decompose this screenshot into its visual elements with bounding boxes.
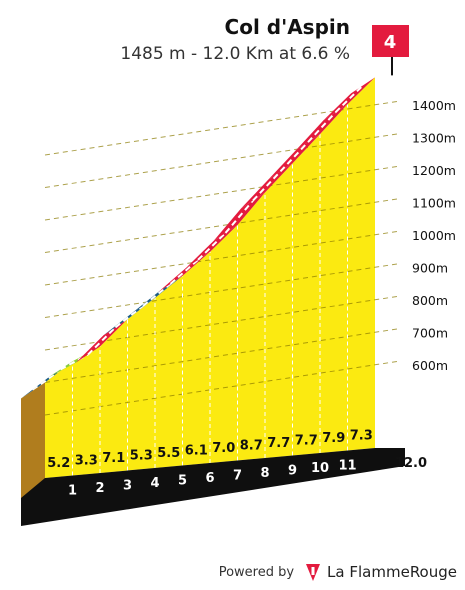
- brand-name-part-2: Rouge: [409, 563, 457, 581]
- gradient-label: 8.7: [240, 438, 263, 453]
- elevation-tick-label: 1200m: [412, 163, 456, 178]
- km-label: 4: [150, 476, 159, 491]
- km-label: 5: [178, 474, 187, 489]
- gradient-label: 6.1: [185, 443, 208, 458]
- climb-subtitle: 1485 m - 12.0 Km at 6.6 %: [120, 44, 350, 64]
- elevation-tick-label: 1000m: [412, 228, 456, 243]
- footer-branding[interactable]: Powered by La FlammeRouge: [219, 562, 457, 582]
- brand-name-part-1: La Flamme: [327, 563, 410, 581]
- gradient-label: 7.1: [102, 451, 125, 466]
- elevation-tick-label: 1300m: [412, 131, 456, 146]
- km-label: 9: [288, 464, 297, 479]
- route-centerline: [142, 283, 172, 307]
- km-label: 11: [338, 459, 356, 474]
- elevation-gridline: [44, 263, 401, 318]
- route-centerline: [224, 199, 254, 234]
- km-label: 10: [311, 461, 329, 476]
- elevation-gridline: [44, 133, 401, 188]
- route-centerline: [32, 368, 62, 392]
- route-centerline: [87, 326, 117, 356]
- route-centerline: [169, 259, 199, 285]
- km-label: 3: [123, 479, 132, 494]
- elevation-gridline: [44, 230, 401, 286]
- gradient-label: 5.3: [130, 448, 153, 463]
- elevation-gridline: [44, 328, 401, 383]
- route-centerline: [60, 353, 89, 371]
- gradient-label: 7.9: [322, 431, 345, 446]
- gradient-label: 7.7: [295, 433, 318, 448]
- elevation-gridline: [44, 295, 401, 351]
- gradient-segment-top: [323, 77, 375, 121]
- profile-front-face: [21, 382, 45, 506]
- climb-title: Col d'Aspin: [224, 15, 350, 39]
- elevation-tick-label: 1100m: [412, 196, 456, 211]
- elevation-tick-label: 600m: [412, 358, 448, 373]
- gradient-segment-top: [186, 224, 238, 268]
- powered-by-text: Powered by: [218, 564, 295, 580]
- gradient-label: 5.5: [157, 446, 180, 461]
- elevation-tick-label: 1400m: [412, 98, 456, 113]
- route-centerline: [307, 111, 337, 143]
- km-band: [21, 448, 405, 526]
- km-label: 12.0: [395, 456, 427, 471]
- elevation-gridline: [44, 198, 401, 253]
- elevation-tick-label: 700m: [412, 326, 448, 341]
- route-centerline: [114, 305, 144, 329]
- route-centerline: [252, 170, 282, 202]
- brand-name: La FlammeRouge: [327, 563, 457, 581]
- gradient-label: 7.3: [350, 428, 373, 443]
- gradient-label: 7.0: [212, 441, 235, 456]
- gradient-label: 7.7: [267, 436, 290, 451]
- km-label: 8: [260, 466, 269, 481]
- elevation-gridline: [44, 165, 401, 221]
- km-label: 2: [95, 481, 104, 496]
- route-centerline: [197, 232, 227, 261]
- km-label: 1: [68, 484, 77, 499]
- gradient-label: 5.2: [47, 456, 70, 471]
- km-label: 6: [205, 471, 214, 486]
- gradient-segment-top: [76, 319, 128, 363]
- category-flag: [372, 25, 409, 57]
- elevation-tick-label: 800m: [412, 293, 448, 308]
- elevation-tick-label: 900m: [412, 261, 448, 276]
- route-centerline: [279, 141, 309, 173]
- gradient-label: 3.3: [75, 453, 98, 468]
- elevation-gridline: [44, 360, 401, 416]
- flame-logo-icon: [306, 564, 321, 581]
- km-label: 7: [233, 469, 242, 484]
- route-centerline: [334, 84, 364, 114]
- category-flag-label: 4: [384, 32, 397, 53]
